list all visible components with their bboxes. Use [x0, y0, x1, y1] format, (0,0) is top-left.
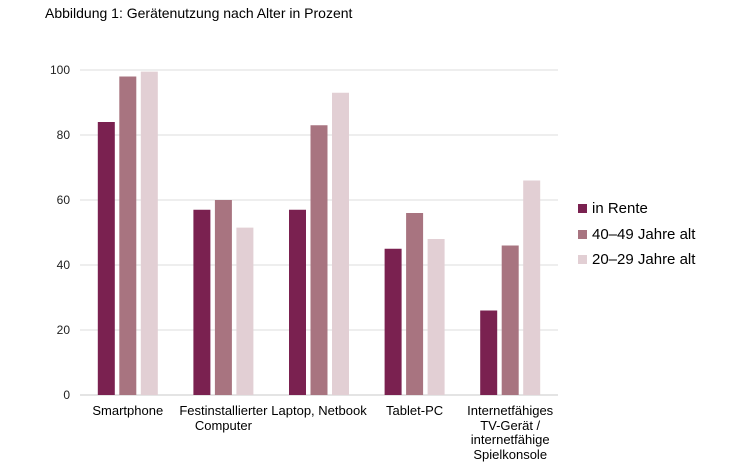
figure-title: Abbildung 1: Gerätenutzung nach Alter in…	[45, 5, 353, 21]
bar-3-5	[523, 180, 541, 395]
legend-swatch	[578, 255, 587, 265]
y-tick-label: 60	[57, 193, 71, 207]
bar-1-2	[193, 209, 211, 395]
legend-swatch	[578, 204, 587, 214]
x-tick-label-line: Smartphone	[92, 403, 164, 418]
legend-swatch	[578, 229, 587, 239]
bar-1-5	[480, 310, 498, 395]
legend-label: 40–49 Jahre alt	[592, 225, 696, 243]
x-tick-label-line: TV-Gerät /	[480, 417, 541, 433]
bar-1-3	[289, 209, 306, 395]
x-tick-label: Festinstallierter Computer	[168, 403, 278, 433]
y-tick-label: 20	[57, 323, 71, 337]
bar-2-4	[406, 213, 424, 395]
bar-1-1	[97, 122, 115, 395]
x-tick-label-line: Festinstallierter	[179, 403, 268, 418]
x-tick-label-line: Internetfähiges	[467, 403, 554, 418]
x-tick-label: Laptop, Netbook	[264, 403, 374, 419]
bar-3-3	[332, 92, 349, 395]
x-tick-label: Tablet-PC	[360, 403, 470, 419]
legend-item: 40–49 Jahre alt	[578, 222, 695, 248]
bar-3-1	[140, 71, 158, 395]
x-tick-label-line: Computer	[194, 417, 252, 433]
bar-2-1	[119, 76, 137, 395]
x-tick-label-line: Spielkonsole	[473, 446, 548, 462]
bar-2-2	[214, 200, 232, 395]
legend-item: in Rente	[578, 196, 695, 222]
legend-item: 20–29 Jahre alt	[578, 247, 695, 273]
x-tick-label-line: internetfähige	[470, 432, 550, 447]
bar-1-4	[384, 248, 402, 395]
chart-legend: in Rente 40–49 Jahre alt 20–29 Jahre alt	[578, 196, 695, 273]
y-tick-label: 100	[50, 63, 70, 77]
y-tick-label: 80	[57, 128, 71, 142]
x-tick-label: Internetfähiges TV-Gerät / internetfähige S…	[455, 403, 565, 462]
x-tick-label: Smartphone	[73, 403, 183, 419]
bar-2-5	[501, 245, 519, 395]
y-tick-label: 40	[57, 258, 71, 272]
y-tick-label: 0	[63, 388, 70, 402]
bar-3-2	[236, 227, 254, 395]
bar-2-3	[310, 125, 328, 395]
x-tick-label-line: Tablet-PC	[386, 403, 444, 418]
x-tick-label-line: Laptop, Netbook	[271, 403, 367, 418]
bar-3-4	[427, 239, 445, 395]
legend-label: 20–29 Jahre alt	[592, 251, 696, 269]
legend-label: in Rente	[592, 200, 648, 218]
